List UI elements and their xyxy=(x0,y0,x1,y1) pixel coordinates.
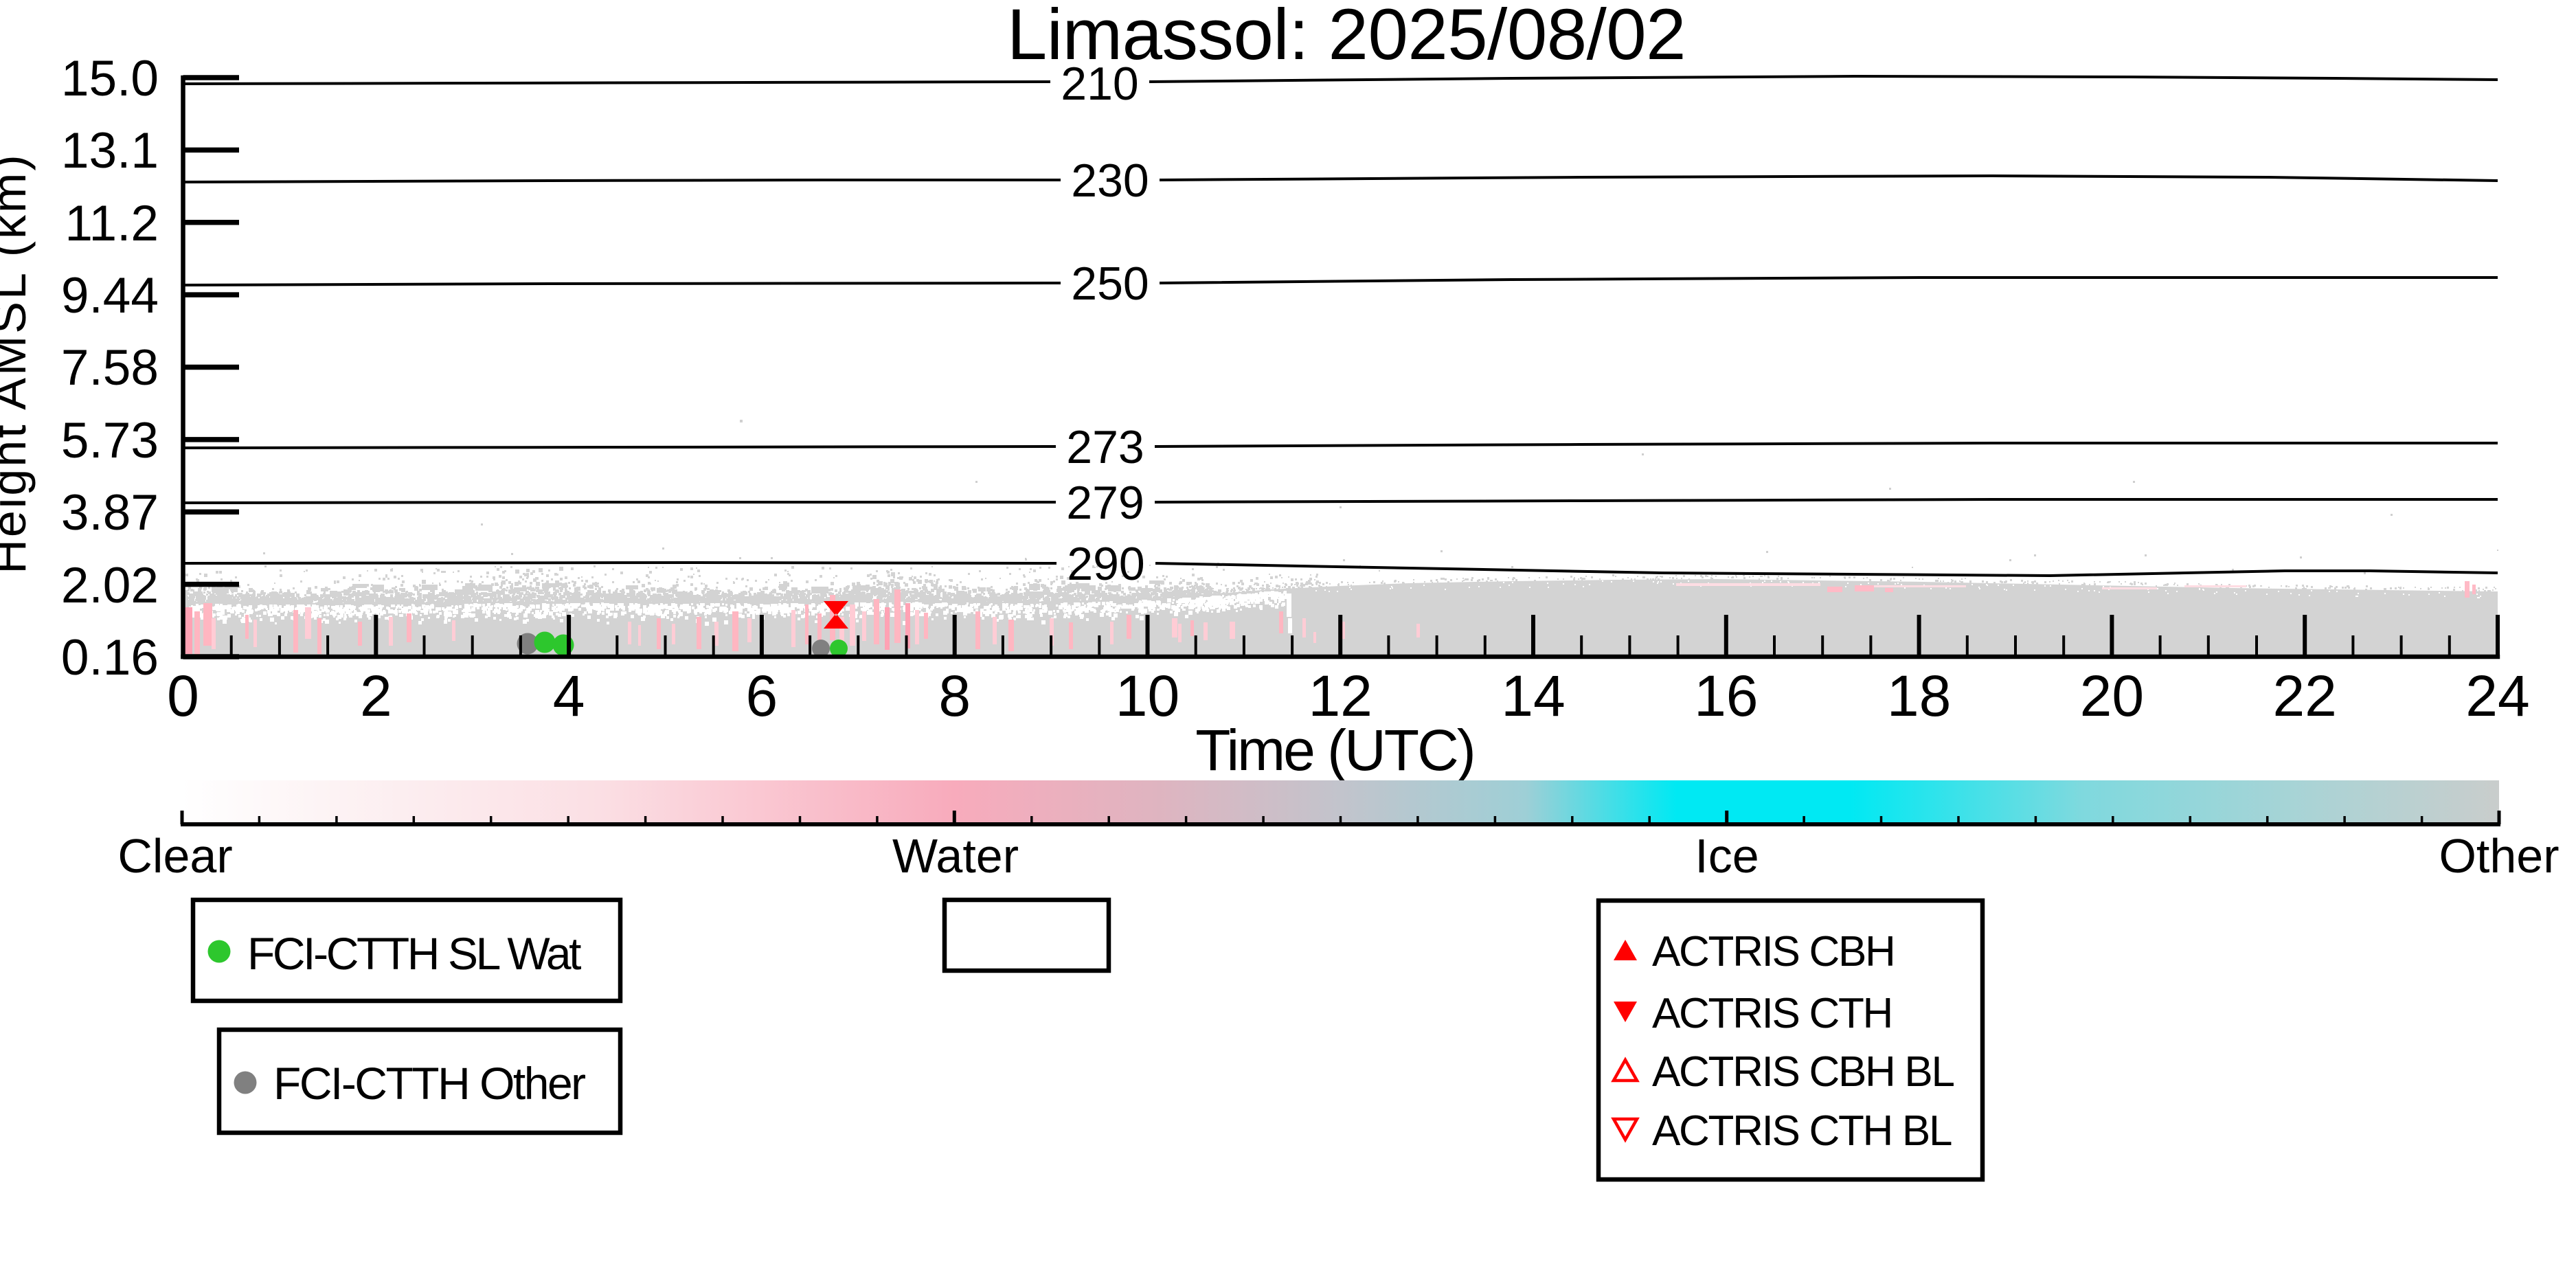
svg-text:2: 2 xyxy=(360,664,392,728)
svg-text:Time (UTC): Time (UTC) xyxy=(1195,718,1473,782)
svg-text:Limassol: 2025/08/02: Limassol: 2025/08/02 xyxy=(1007,0,1686,75)
svg-text:210: 210 xyxy=(1061,58,1138,110)
svg-text:6: 6 xyxy=(746,664,778,728)
svg-text:11.2: 11.2 xyxy=(65,196,159,251)
svg-text:24: 24 xyxy=(2465,664,2529,728)
svg-text:3.87: 3.87 xyxy=(61,485,159,541)
svg-text:0: 0 xyxy=(167,664,199,728)
svg-text:Height AMSL (km): Height AMSL (km) xyxy=(0,152,36,574)
svg-text:15.0: 15.0 xyxy=(61,51,159,106)
svg-text:Water: Water xyxy=(892,829,1019,883)
svg-text:16: 16 xyxy=(1694,664,1758,728)
svg-text:0.16: 0.16 xyxy=(61,630,159,686)
svg-text:250: 250 xyxy=(1071,258,1149,310)
svg-text:290: 290 xyxy=(1067,538,1144,590)
svg-text:5.73: 5.73 xyxy=(61,413,159,468)
svg-text:Ice: Ice xyxy=(1695,829,1759,883)
svg-text:13.1: 13.1 xyxy=(61,123,159,179)
svg-text:ACTRIS CBH BL: ACTRIS CBH BL xyxy=(1652,1048,1954,1096)
svg-text:9.44: 9.44 xyxy=(61,268,159,324)
svg-text:ACTRIS CTH BL: ACTRIS CTH BL xyxy=(1652,1107,1952,1155)
svg-text:FCI-CTTH SL Wat: FCI-CTTH SL Wat xyxy=(247,928,581,979)
svg-text:14: 14 xyxy=(1501,664,1565,728)
svg-text:230: 230 xyxy=(1071,155,1149,207)
svg-text:2.02: 2.02 xyxy=(61,558,159,613)
svg-text:ACTRIS CTH: ACTRIS CTH xyxy=(1652,990,1892,1037)
svg-text:7.58: 7.58 xyxy=(61,340,159,396)
svg-text:Other: Other xyxy=(2439,829,2559,883)
svg-text:FCI-CTTH Other: FCI-CTTH Other xyxy=(273,1058,585,1109)
svg-text:10: 10 xyxy=(1116,664,1179,728)
svg-text:8: 8 xyxy=(938,664,971,728)
svg-text:20: 20 xyxy=(2080,664,2144,728)
svg-text:273: 273 xyxy=(1066,421,1144,473)
svg-text:Clear: Clear xyxy=(117,829,232,883)
svg-text:22: 22 xyxy=(2272,664,2336,728)
svg-text:4: 4 xyxy=(553,664,585,728)
svg-text:18: 18 xyxy=(1887,664,1951,728)
svg-text:279: 279 xyxy=(1066,477,1144,529)
svg-text:12: 12 xyxy=(1308,664,1372,728)
svg-text:ACTRIS CBH: ACTRIS CBH xyxy=(1652,928,1894,975)
